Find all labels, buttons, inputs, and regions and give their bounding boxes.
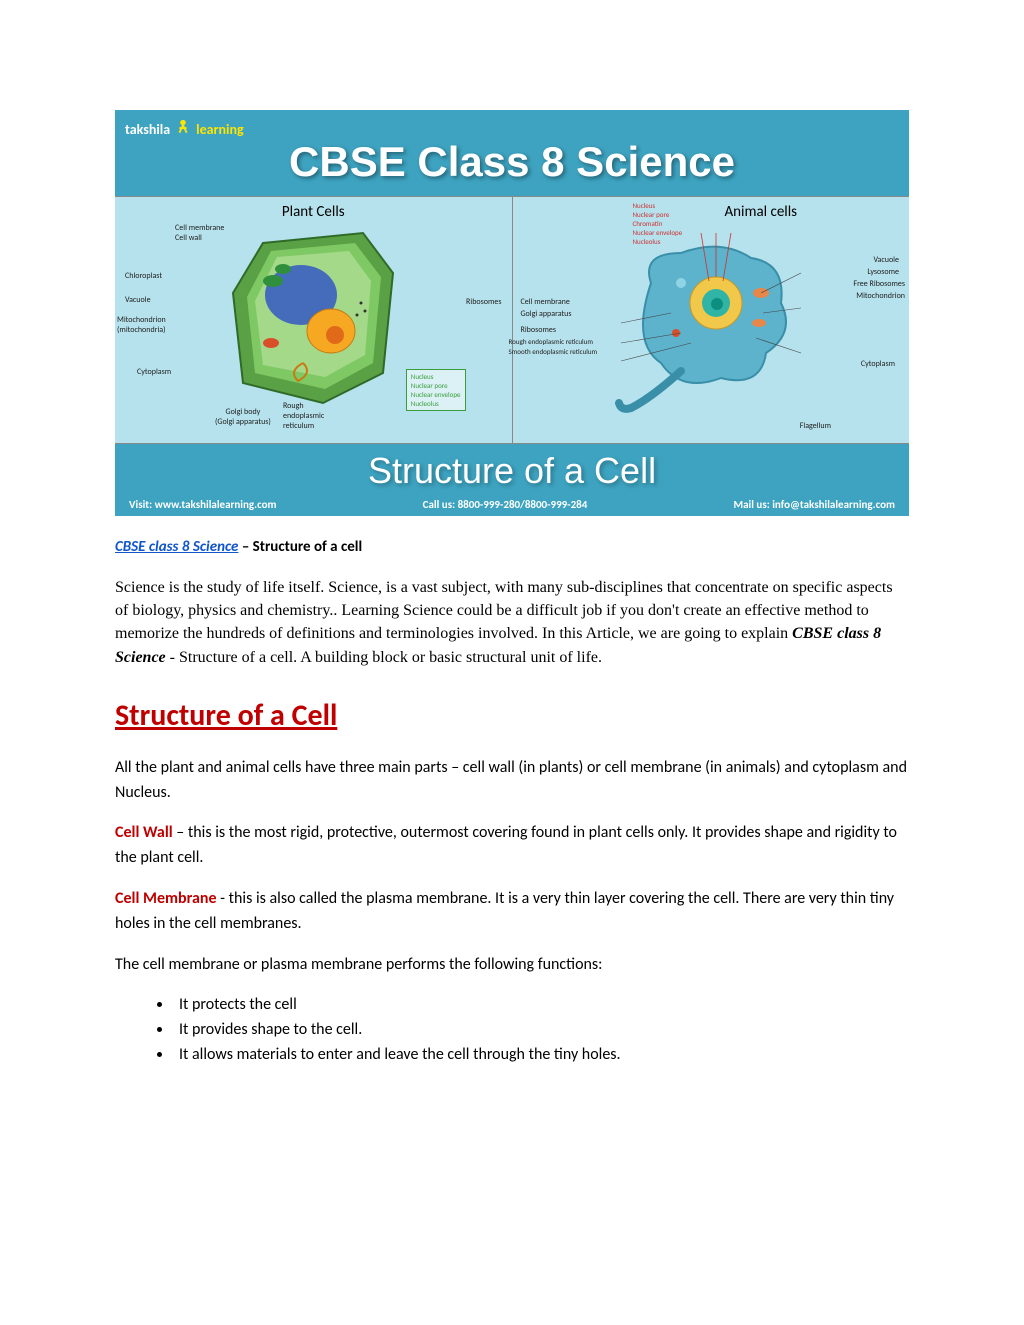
label-ribosomes: Ribosomes <box>466 297 501 307</box>
plant-cell-title: Plant Cells <box>125 203 502 221</box>
label-golgi-a: Golgi apparatus <box>521 309 572 319</box>
para-functions-intro: The cell membrane or plasma membrane per… <box>115 953 909 978</box>
label-cell-membrane-a: Cell membrane <box>521 297 570 307</box>
label-smooth-er: Smooth endoplasmic reticulum <box>509 347 598 356</box>
label-ribosomes-a: Ribosomes <box>521 325 556 335</box>
label-cytoplasm: Cytoplasm <box>137 367 171 377</box>
article-header-suffix: – Structure of a cell <box>238 538 362 556</box>
logo-figure-icon <box>172 118 194 140</box>
article-header: CBSE class 8 Science – Structure of a ce… <box>115 538 909 556</box>
cell-membrane-text: - this is also called the plasma membran… <box>115 889 894 933</box>
banner-footer: Visit: www.takshilalearning.com Call us:… <box>115 492 909 511</box>
list-item: It allows materials to enter and leave t… <box>173 1045 909 1064</box>
footer-mail: Mail us: info@takshilalearning.com <box>733 498 895 511</box>
animal-cell-panel: Animal cells Nucle <box>512 197 910 443</box>
list-item: It protects the cell <box>173 995 909 1014</box>
label-mitochondrion-a: Mitochondrion <box>856 291 905 301</box>
cells-diagram-row: Plant Cells Cell membrane Cell wall Chlo… <box>115 196 909 444</box>
label-golgi: Golgi body (Golgi apparatus) <box>215 407 271 427</box>
list-item: It provides shape to the cell. <box>173 1020 909 1039</box>
label-cytoplasm-a: Cytoplasm <box>861 359 895 369</box>
label-cell-membrane: Cell membrane <box>175 223 224 233</box>
cell-wall-text: – this is the most rigid, protective, ou… <box>115 823 897 867</box>
intro-text-pre: Science is the study of life itself. Sci… <box>115 579 893 642</box>
label-mitochondrion: Mitochondrion (mitochondria) <box>117 315 166 335</box>
label-lysosome: Lysosome <box>867 267 899 277</box>
label-rough-er-a: Rough endoplasmic reticulum <box>509 337 593 346</box>
footer-visit: Visit: www.takshilalearning.com <box>129 498 276 511</box>
brand-logo: takshila learning <box>125 118 244 140</box>
para-cell-wall: Cell Wall – this is the most rigid, prot… <box>115 821 909 871</box>
label-vacuole: Vacuole <box>125 295 151 305</box>
functions-list: It protects the cell It provides shape t… <box>173 995 909 1064</box>
article-title-link[interactable]: CBSE class 8 Science <box>115 538 238 556</box>
para-main-parts: All the plant and animal cells have thre… <box>115 756 909 806</box>
banner-subtitle: Structure of a Cell <box>115 450 909 492</box>
logo-text-2: learning <box>196 121 243 138</box>
label-vacuole-a: Vacuole <box>873 255 899 265</box>
animal-nucleus-box: Nucleus Nuclear pore Chromatin Nuclear e… <box>633 201 683 246</box>
label-flagellum: Flagellum <box>800 421 831 431</box>
label-rough-er: Rough endoplasmic reticulum <box>283 401 324 431</box>
plant-nucleus-box: Nucleus Nuclear pore Nuclear envelope Nu… <box>406 369 466 411</box>
banner-image: takshila learning CBSE Class 8 Science P… <box>115 110 909 516</box>
intro-text-post: - Structure of a cell. A building block … <box>166 649 602 666</box>
main-heading: Structure of a Cell <box>115 697 909 734</box>
plant-cell-diagram <box>213 223 413 413</box>
banner-title: CBSE Class 8 Science <box>115 138 909 186</box>
term-cell-membrane: Cell Membrane <box>115 889 217 908</box>
logo-text-1: takshila <box>125 121 170 138</box>
plant-cell-panel: Plant Cells Cell membrane Cell wall Chlo… <box>115 197 512 443</box>
label-chloroplast: Chloroplast <box>125 271 162 281</box>
term-cell-wall: Cell Wall <box>115 823 173 842</box>
footer-call: Call us: 8800-999-280/8800-999-284 <box>423 498 588 511</box>
label-cell-wall: Cell wall <box>175 233 202 243</box>
para-cell-membrane: Cell Membrane - this is also called the … <box>115 887 909 937</box>
intro-paragraph: Science is the study of life itself. Sci… <box>115 576 909 669</box>
label-free-ribosomes: Free Ribosomes <box>853 279 905 289</box>
animal-cell-diagram <box>611 223 811 423</box>
